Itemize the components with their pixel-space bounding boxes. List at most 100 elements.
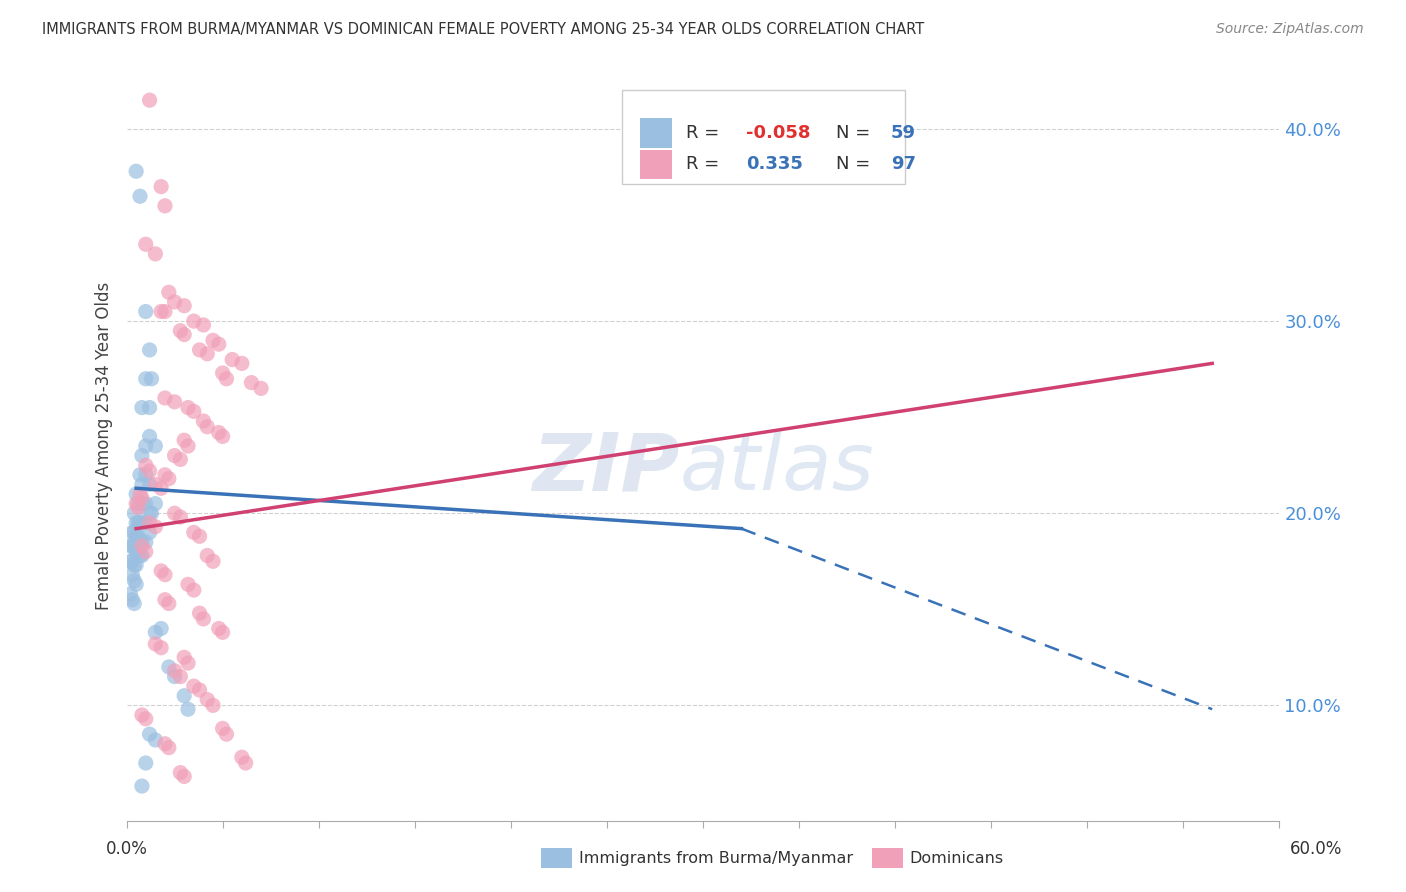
Point [121,592,143,607]
Point [138,343,160,357]
Point [122,506,145,520]
Point [183,404,205,418]
Point [177,656,200,670]
Point [169,765,191,780]
Point [145,733,166,747]
Point [157,597,180,611]
Point [127,529,149,543]
Point [211,625,233,640]
Point [183,525,205,540]
Point [157,285,180,300]
Point [163,506,186,520]
Point [127,497,149,511]
Text: 0.335: 0.335 [745,155,803,174]
Point [208,622,231,636]
Point [208,425,231,440]
Point [188,529,211,543]
Point [122,597,145,611]
Bar [640,118,672,147]
Point [122,558,145,573]
Point [202,698,225,713]
Point [120,587,142,601]
Point [127,544,149,558]
Point [129,516,152,530]
Point [183,314,205,328]
Point [121,567,143,582]
Text: R =: R = [686,155,731,174]
Point [138,727,160,741]
Point [131,401,153,415]
Text: N =: N = [835,124,876,142]
Point [129,487,152,501]
Text: Immigrants from Burma/Myanmar: Immigrants from Burma/Myanmar [579,851,853,865]
Text: 60.0%: 60.0% [1291,840,1343,858]
Point [125,529,148,543]
Point [145,519,166,533]
Point [153,737,176,751]
Point [135,497,157,511]
Text: atlas: atlas [681,429,875,508]
Point [150,640,173,655]
Point [129,535,152,549]
Point [131,549,153,563]
Point [122,574,145,588]
Point [153,592,176,607]
Point [153,567,176,582]
Point [250,381,273,395]
Point [135,439,157,453]
Point [177,577,200,591]
Point [163,394,186,409]
Point [121,525,143,540]
Point [215,372,238,386]
Point [125,497,148,511]
Point [145,477,166,491]
Point [135,535,157,549]
Text: N =: N = [835,155,876,174]
Text: R =: R = [686,124,724,142]
Point [138,477,160,491]
Point [169,324,191,338]
Point [153,304,176,318]
Point [125,558,148,573]
Text: 97: 97 [891,155,915,174]
Point [131,477,153,491]
Point [173,327,195,342]
Text: Dominicans: Dominicans [910,851,1004,865]
Point [153,391,176,405]
Point [135,458,157,473]
Point [121,539,143,553]
Point [202,554,225,568]
Point [138,401,160,415]
Point [122,525,145,540]
Point [141,506,163,520]
Point [173,769,195,783]
Text: Source: ZipAtlas.com: Source: ZipAtlas.com [1216,22,1364,37]
Point [163,294,186,309]
Point [240,376,263,390]
Point [231,750,253,764]
Point [173,299,195,313]
Point [131,516,153,530]
Point [125,544,148,558]
Point [138,93,160,107]
Point [202,334,225,348]
Point [131,497,153,511]
Point [195,419,218,434]
Point [122,539,145,553]
Point [153,199,176,213]
Point [138,516,160,530]
Point [131,449,153,463]
Point [169,510,191,524]
Point [177,401,200,415]
Point [173,689,195,703]
Y-axis label: Female Poverty Among 25-34 Year Olds: Female Poverty Among 25-34 Year Olds [94,282,112,610]
Point [195,692,218,706]
Point [125,516,148,530]
Point [195,347,218,361]
Point [138,429,160,443]
Point [188,343,211,357]
Point [145,637,166,651]
Text: 0.0%: 0.0% [105,840,148,858]
Point [138,506,160,520]
Point [169,452,191,467]
